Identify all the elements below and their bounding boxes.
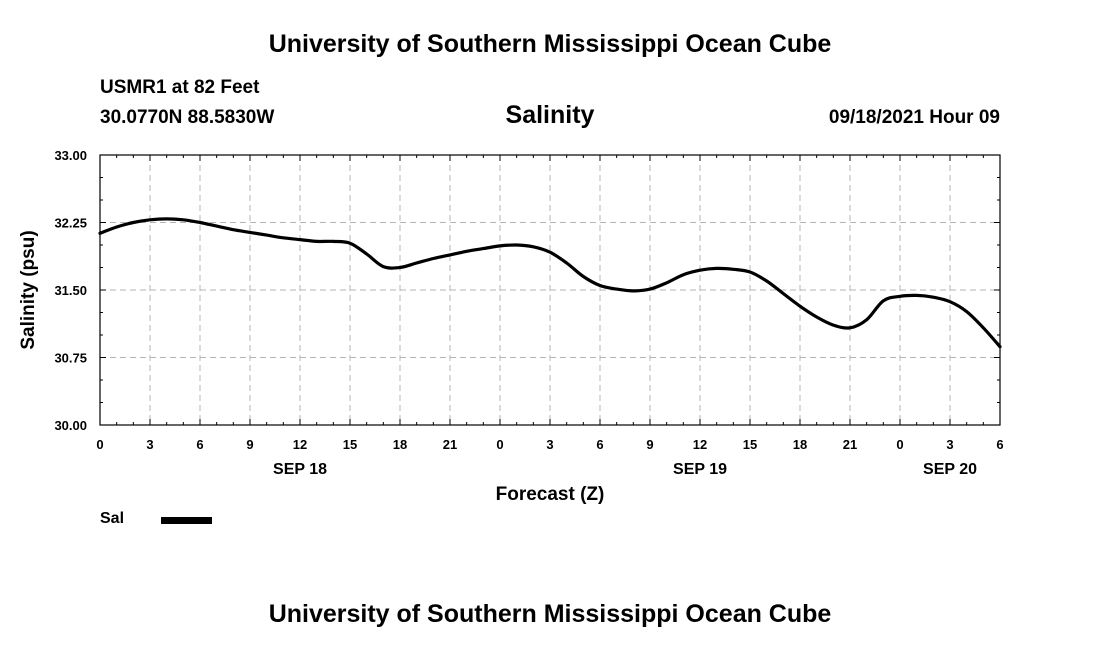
x-tick-label: 0 <box>896 437 903 452</box>
x-tick-label: 6 <box>196 437 203 452</box>
x-tick-label: 3 <box>146 437 153 452</box>
x-tick-label: 15 <box>743 437 757 452</box>
y-tick-label: 33.00 <box>54 148 87 163</box>
x-tick-label: 0 <box>96 437 103 452</box>
grid-layer <box>100 155 1000 425</box>
legend-label: Sal <box>100 510 125 527</box>
x-tick-label: 9 <box>646 437 653 452</box>
y-tick-label: 30.75 <box>54 351 87 366</box>
x-tick-label: 9 <box>246 437 253 452</box>
date-label: SEP 18 <box>273 461 327 478</box>
chart-title: University of Southern Mississippi Ocean… <box>268 30 832 58</box>
x-tick-label: 6 <box>996 437 1003 452</box>
x-tick-label: 12 <box>293 437 307 452</box>
y-tick-label: 30.00 <box>54 418 87 433</box>
y-axis-label: Salinity (psu) <box>18 230 39 349</box>
x-tick-label: 3 <box>546 437 553 452</box>
date-label: SEP 20 <box>923 461 977 478</box>
x-tick-label: 21 <box>843 437 857 452</box>
footer-title: University of Southern Mississippi Ocean… <box>268 600 832 628</box>
x-tick-label: 15 <box>343 437 357 452</box>
plot-frame <box>99 154 1001 426</box>
datetime-label: 09/18/2021 Hour 09 <box>828 107 1000 128</box>
x-tick-label: 6 <box>596 437 603 452</box>
variable-title: Salinity <box>505 101 595 129</box>
x-tick-label: 18 <box>793 437 807 452</box>
y-tick-label: 32.25 <box>54 216 87 231</box>
x-tick-label: 0 <box>496 437 503 452</box>
x-tick-label: 3 <box>946 437 953 452</box>
legend-line-swatch <box>161 517 212 524</box>
x-axis-label: Forecast (Z) <box>496 484 605 505</box>
x-tick-label: 21 <box>443 437 457 452</box>
coordinates-label: 30.0770N 88.5830W <box>100 107 275 128</box>
station-label: USMR1 at 82 Feet <box>100 77 260 98</box>
y-tick-label: 31.50 <box>54 283 87 298</box>
label-layer: 33.00 32.25 31.50 30.75 30.00 0 3 6 9 12 15 18 21 0 3 6… <box>54 148 1003 478</box>
date-label: SEP 19 <box>673 461 727 478</box>
x-tick-label: 18 <box>393 437 407 452</box>
series-line-sal <box>98 217 1002 349</box>
x-tick-label: 12 <box>693 437 707 452</box>
series-layer <box>98 217 1002 349</box>
